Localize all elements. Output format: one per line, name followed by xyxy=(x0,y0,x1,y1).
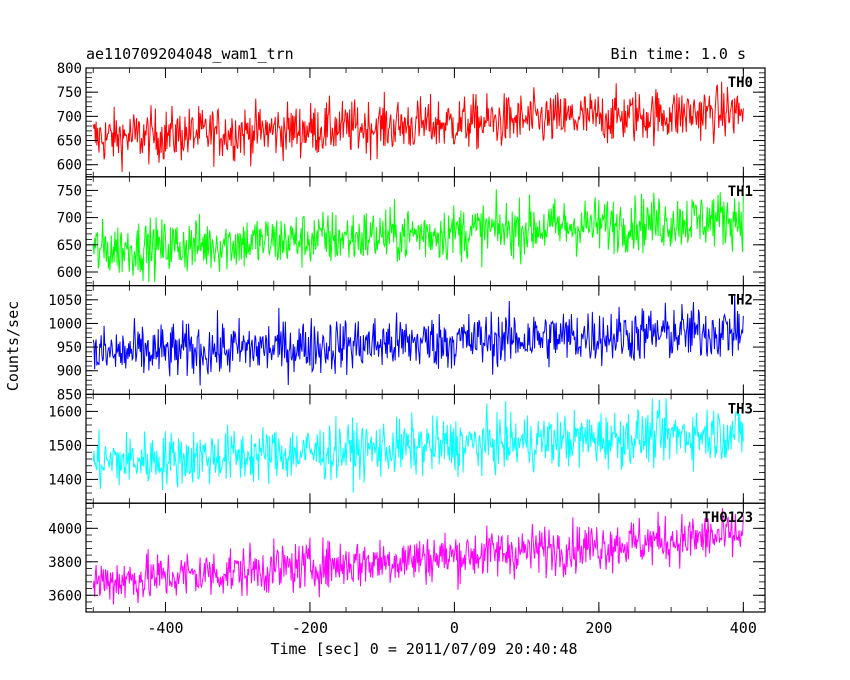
x-tick-label: 200 xyxy=(585,619,612,637)
x-tick-label: -400 xyxy=(147,619,183,637)
y-tick-label: 1500 xyxy=(48,438,82,454)
panel-label-th1: TH1 xyxy=(728,184,753,200)
y-tick-label: 650 xyxy=(57,134,82,150)
y-axis-label: Counts/sec xyxy=(4,301,22,391)
panels-group: 600 650 700 750 800 TH0 600 650 700 750 TH1 850 900 9… xyxy=(48,61,766,637)
chart-title: ae110709204048_wam1_trn xyxy=(86,45,294,63)
panel-frame-th0123 xyxy=(85,502,766,613)
y-tick-label: 600 xyxy=(57,265,82,281)
series-line-th2 xyxy=(92,294,744,386)
panel-label-th0: TH0 xyxy=(728,75,753,91)
series-line-th0 xyxy=(92,81,744,173)
y-tick-label: 3800 xyxy=(48,555,82,571)
y-tick-label: 1400 xyxy=(48,472,82,488)
panel-label-th2: TH2 xyxy=(728,293,753,309)
y-tick-label: 1000 xyxy=(48,316,82,332)
y-tick-label: 1050 xyxy=(48,293,82,309)
y-tick-label: 900 xyxy=(57,364,82,380)
x-tick-label: 0 xyxy=(450,619,459,637)
panel-label-th3: TH3 xyxy=(728,401,753,417)
series-line-th0123 xyxy=(92,508,744,605)
y-tick-label: 700 xyxy=(57,211,82,227)
x-axis-label: Time [sec] 0 = 2011/07/09 20:40:48 xyxy=(270,640,577,658)
y-tick-label: 800 xyxy=(57,61,82,77)
panel-label-th0123: TH0123 xyxy=(702,510,753,526)
y-tick-label: 3600 xyxy=(48,588,82,604)
y-tick-label: 4000 xyxy=(48,521,82,537)
y-tick-label: 950 xyxy=(57,340,82,356)
y-tick-label: 750 xyxy=(57,85,82,101)
y-tick-label: 850 xyxy=(57,387,82,403)
y-tick-label: 1600 xyxy=(48,404,82,420)
series-line-th1 xyxy=(92,189,744,283)
bin-time-label: Bin time: 1.0 s xyxy=(611,45,746,63)
series-line-th3 xyxy=(92,398,744,493)
y-tick-label: 600 xyxy=(57,158,82,174)
y-tick-label: 650 xyxy=(57,238,82,254)
y-tick-label: 700 xyxy=(57,109,82,125)
x-tick-label: 400 xyxy=(730,619,757,637)
y-tick-label: 750 xyxy=(57,183,82,199)
x-tick-label: -200 xyxy=(292,619,328,637)
